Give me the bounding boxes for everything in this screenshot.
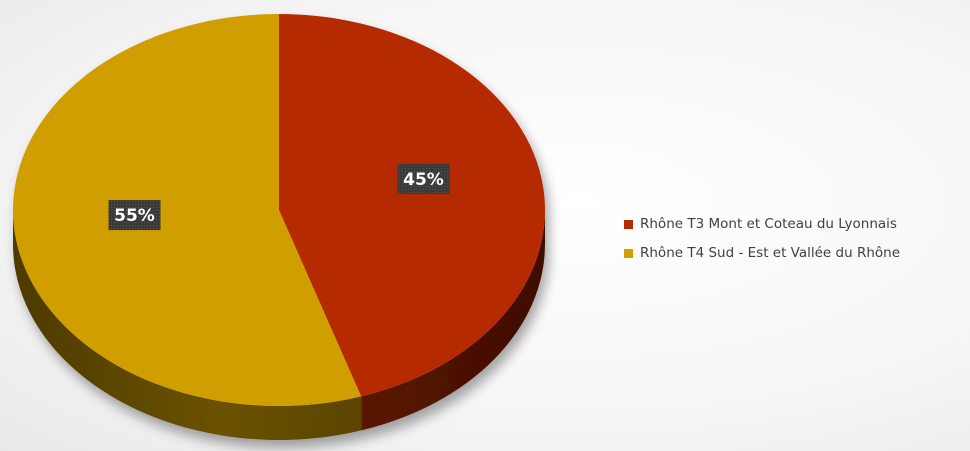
data-label-0: 45% <box>397 163 450 194</box>
pie-slice-0 <box>279 14 545 397</box>
pie-sides <box>13 210 545 440</box>
pie-tops <box>12 14 545 407</box>
legend-swatch-1 <box>624 248 633 258</box>
data-label-1: 55% <box>108 200 161 231</box>
pie-side-1 <box>13 210 362 440</box>
legend-item-1: Rhône T4 Sud - Est et Vallée du Rhône <box>624 243 900 263</box>
legend-label-0: Rhône T3 Mont et Coteau du Lyonnais <box>640 216 897 232</box>
legend: Rhône T3 Mont et Coteau du Lyonnais Rhôn… <box>624 214 900 272</box>
data-label-bg-1 <box>108 200 161 231</box>
pie-group <box>12 14 545 440</box>
pie-data-labels: 45% 55% <box>108 163 450 231</box>
data-label-bg-0 <box>397 163 450 194</box>
data-label-text-1: 55% <box>114 206 155 226</box>
data-label-text-0: 45% <box>403 170 444 190</box>
legend-item-0: Rhône T3 Mont et Coteau du Lyonnais <box>624 214 900 234</box>
pie-slice-1 <box>12 14 362 407</box>
pie-side-0 <box>361 210 545 431</box>
legend-label-1: Rhône T4 Sud - Est et Vallée du Rhône <box>640 245 901 261</box>
legend-swatch-0 <box>624 219 633 229</box>
